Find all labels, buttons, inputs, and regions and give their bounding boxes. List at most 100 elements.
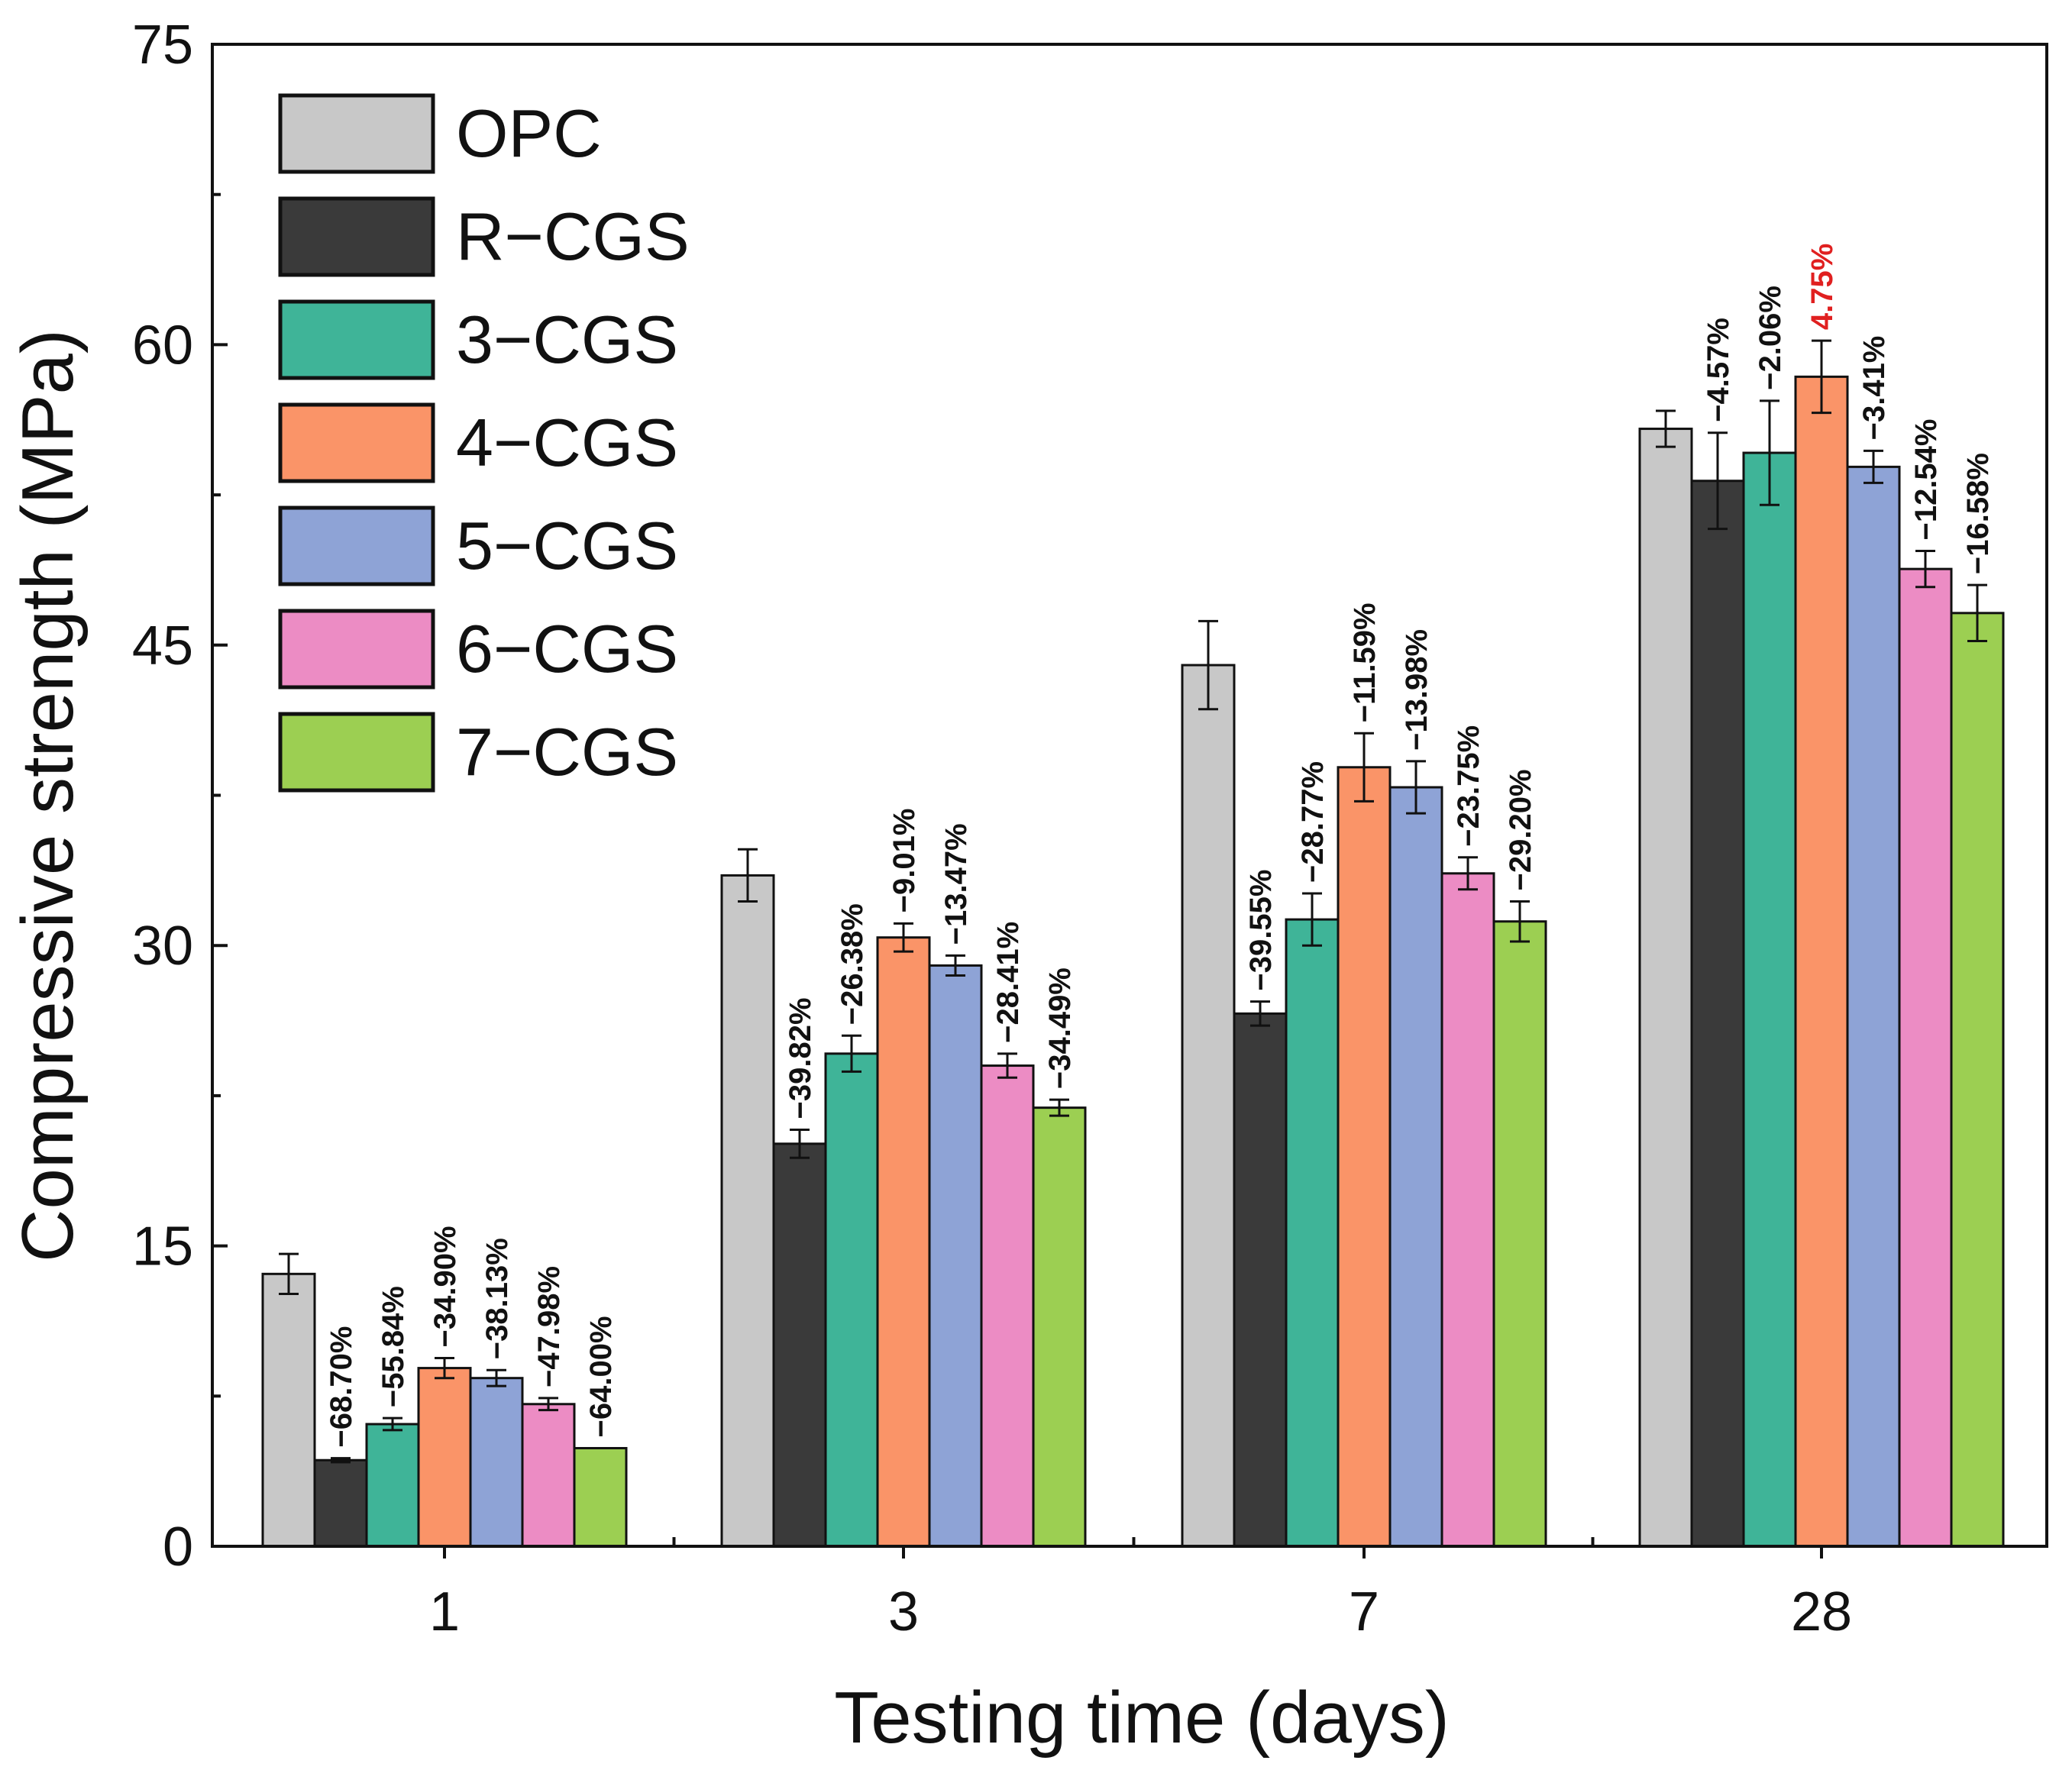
bar-opc-day-1	[261, 1272, 316, 1548]
bar-6-cgs-day-28	[1898, 567, 1953, 1548]
percent-label-6-cgs-day-7: −23.75%	[1452, 725, 1485, 847]
legend-label: 5−CGS	[456, 508, 678, 583]
y-axis-title: Compressive strength (MPa)	[7, 329, 89, 1262]
x-tick-label-7: 7	[1349, 1581, 1379, 1642]
error-bar-r-cgs-day-1	[331, 1457, 351, 1464]
error-bar-r-cgs-day-28	[1708, 431, 1728, 531]
bar-r-cgs-day-3	[772, 1142, 827, 1548]
legend-label: 4−CGS	[456, 405, 678, 480]
error-bar-5-cgs-day-28	[1864, 449, 1883, 484]
percent-label-6-cgs-day-1: −47.98%	[532, 1266, 566, 1387]
percent-label-r-cgs-day-7: −39.55%	[1244, 870, 1278, 991]
legend-swatch	[278, 299, 435, 380]
percent-label-3-cgs-day-7: −28.77%	[1296, 761, 1330, 883]
error-bar-4-cgs-day-3	[894, 922, 913, 953]
bar-7-cgs-day-3	[1032, 1106, 1087, 1548]
percent-label-3-cgs-day-3: −26.38%	[836, 903, 869, 1025]
legend-swatch	[278, 93, 435, 174]
bar-4-cgs-day-3	[876, 936, 931, 1548]
error-bars-layer	[279, 339, 1987, 1464]
percent-label-r-cgs-day-3: −39.82%	[784, 997, 817, 1119]
bar-3-cgs-day-28	[1742, 451, 1797, 1548]
y-tick-label-30: 30	[132, 916, 193, 977]
bar-5-cgs-day-3	[928, 964, 983, 1548]
error-bar-7-cgs-day-28	[1967, 583, 1987, 643]
legend-swatch	[278, 506, 435, 586]
bar-r-cgs-day-7	[1233, 1012, 1288, 1548]
error-bar-3-cgs-day-3	[842, 1034, 861, 1073]
percent-label-4-cgs-day-1: −34.90%	[428, 1226, 462, 1347]
y-tick-label-0: 0	[163, 1517, 193, 1578]
legend-label: OPC	[456, 95, 602, 171]
error-bar-6-cgs-day-3	[997, 1052, 1017, 1079]
bar-7-cgs-day-28	[1950, 612, 2005, 1548]
percent-label-4-cgs-day-28: 4.75%	[1805, 244, 1839, 330]
error-bar-3-cgs-day-7	[1302, 892, 1322, 947]
percent-label-3-cgs-day-1: −55.84%	[377, 1286, 410, 1407]
y-tick-label-15: 15	[132, 1216, 193, 1277]
bar-r-cgs-day-28	[1690, 480, 1745, 1548]
error-bar-4-cgs-day-7	[1354, 732, 1374, 803]
percent-label-5-cgs-day-28: −3.41%	[1857, 336, 1891, 441]
legend: OPC R−CGS 3−CGS 4−CGS 5−CGS 6−CGS 7−CGS	[278, 93, 690, 793]
error-bar-r-cgs-day-7	[1250, 1000, 1270, 1027]
percent-label-7-cgs-day-3: −34.49%	[1043, 967, 1077, 1089]
error-bar-7-cgs-day-7	[1510, 900, 1530, 943]
error-bar-opc-day-3	[738, 848, 758, 903]
error-bar-5-cgs-day-7	[1406, 760, 1426, 815]
legend-item-5-cgs: 5−CGS	[278, 506, 678, 586]
axes-layer: 0 15 30 45 60 75 1 3 7 28	[132, 15, 2048, 1642]
x-tick-label-3: 3	[888, 1581, 919, 1642]
percent-label-5-cgs-day-1: −38.13%	[480, 1238, 514, 1359]
x-tick-label-1: 1	[429, 1581, 460, 1642]
legend-label: R−CGS	[456, 199, 690, 274]
x-axis-title: Testing time (days)	[834, 1677, 1450, 1759]
bar-5-cgs-day-7	[1388, 786, 1443, 1548]
legend-item-opc: OPC	[278, 93, 602, 174]
error-bar-5-cgs-day-1	[486, 1368, 506, 1387]
legend-item-4-cgs: 4−CGS	[278, 402, 678, 483]
y-tick-label-75: 75	[132, 15, 193, 76]
percent-label-3-cgs-day-28: −2.06%	[1754, 286, 1787, 390]
legend-label: 3−CGS	[456, 302, 678, 377]
legend-swatch	[278, 609, 435, 690]
legend-swatch	[278, 196, 435, 277]
bar-4-cgs-day-28	[1794, 375, 1849, 1548]
y-tick-label-45: 45	[132, 615, 193, 677]
bar-6-cgs-day-3	[980, 1064, 1035, 1548]
error-bar-5-cgs-day-3	[945, 954, 965, 977]
percent-label-7-cgs-day-7: −29.20%	[1504, 769, 1537, 890]
percent-label-4-cgs-day-7: −11.59%	[1348, 602, 1382, 722]
bar-3-cgs-day-1	[365, 1423, 420, 1548]
error-bar-6-cgs-day-7	[1458, 856, 1478, 891]
legend-label: 7−CGS	[456, 714, 678, 790]
error-bar-7-cgs-day-3	[1049, 1098, 1069, 1117]
bar-opc-day-7	[1181, 664, 1236, 1548]
error-bar-3-cgs-day-28	[1760, 399, 1779, 506]
error-bar-6-cgs-day-1	[538, 1397, 558, 1412]
percent-label-r-cgs-day-28: −4.57%	[1702, 318, 1735, 422]
bar-3-cgs-day-3	[824, 1052, 879, 1548]
legend-swatch	[278, 712, 435, 793]
legend-item-r-cgs: R−CGS	[278, 196, 690, 277]
error-bar-r-cgs-day-3	[790, 1128, 810, 1159]
error-bar-3-cgs-day-1	[383, 1416, 402, 1432]
legend-swatch	[278, 402, 435, 483]
bar-opc-day-28	[1638, 428, 1693, 1548]
percent-label-7-cgs-day-28: −16.58%	[1961, 453, 1995, 574]
x-tick-label-28: 28	[1791, 1581, 1852, 1642]
bar-6-cgs-day-1	[521, 1403, 576, 1548]
bars-layer	[261, 375, 2005, 1548]
bar-r-cgs-day-1	[313, 1458, 368, 1548]
legend-item-6-cgs: 6−CGS	[278, 609, 678, 690]
bar-7-cgs-day-1	[573, 1446, 628, 1548]
legend-label: 6−CGS	[456, 611, 678, 686]
bar-3-cgs-day-7	[1285, 918, 1340, 1548]
percent-label-4-cgs-day-3: −9.01%	[887, 809, 921, 913]
bar-6-cgs-day-7	[1440, 872, 1495, 1548]
percent-label-6-cgs-day-28: −12.54%	[1909, 419, 1943, 541]
percent-label-7-cgs-day-1: −64.00%	[584, 1316, 618, 1437]
error-bar-opc-day-28	[1656, 409, 1676, 448]
